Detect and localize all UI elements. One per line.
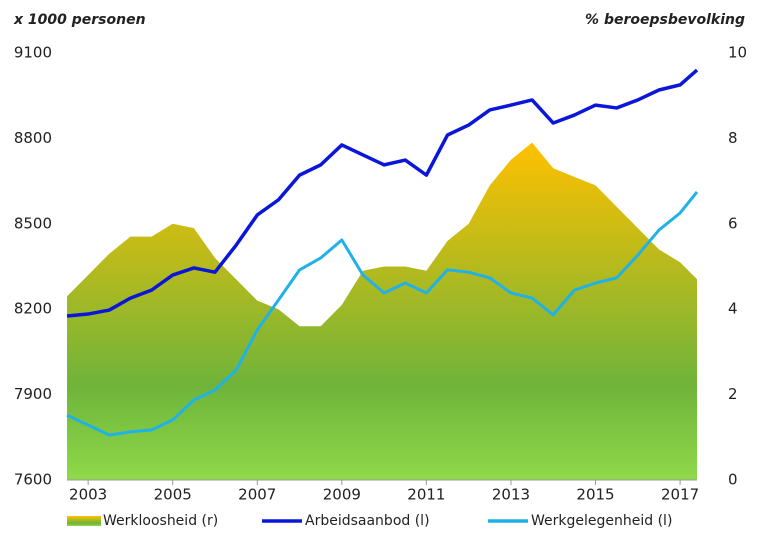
legend-swatch xyxy=(67,516,101,526)
y2-tick-label: 6 xyxy=(728,214,738,232)
y2-tick-label: 0 xyxy=(728,471,738,489)
x-tick-label: 2007 xyxy=(238,486,276,504)
line xyxy=(66,68,699,318)
y2-tick-label: 8 xyxy=(728,129,738,147)
x-tick-label: 2015 xyxy=(576,486,614,504)
y-tick-label: 7600 xyxy=(14,471,52,489)
x-tick-label: 2003 xyxy=(69,486,107,504)
x-tick-label: 2011 xyxy=(407,486,445,504)
legend-label: Werkgelegenheid (l) xyxy=(531,513,672,529)
y2-tick-label: 2 xyxy=(728,385,738,403)
x-tick-label: 2009 xyxy=(323,486,361,504)
y2-axis-label: % beroepsbevolking xyxy=(585,12,745,28)
y2-tick-label: 10 xyxy=(728,44,747,62)
legend-label: Arbeidsaanbod (l) xyxy=(305,513,430,529)
legend-label: Werkloosheid (r) xyxy=(103,513,218,529)
y-tick-label: 8800 xyxy=(14,129,52,147)
area xyxy=(67,142,697,481)
y-tick-label: 9100 xyxy=(14,44,52,62)
y-tick-label: 8500 xyxy=(14,214,52,232)
x-tick-label: 2005 xyxy=(154,486,192,504)
y2-tick-label: 4 xyxy=(728,300,738,318)
x-tick-label: 2013 xyxy=(492,486,530,504)
x-tick-label: 2017 xyxy=(661,486,699,504)
y-tick-label: 8200 xyxy=(14,300,52,318)
y-tick-label: 7900 xyxy=(14,385,52,403)
y-axis-label: x 1000 personen xyxy=(13,12,146,28)
line xyxy=(66,190,699,437)
